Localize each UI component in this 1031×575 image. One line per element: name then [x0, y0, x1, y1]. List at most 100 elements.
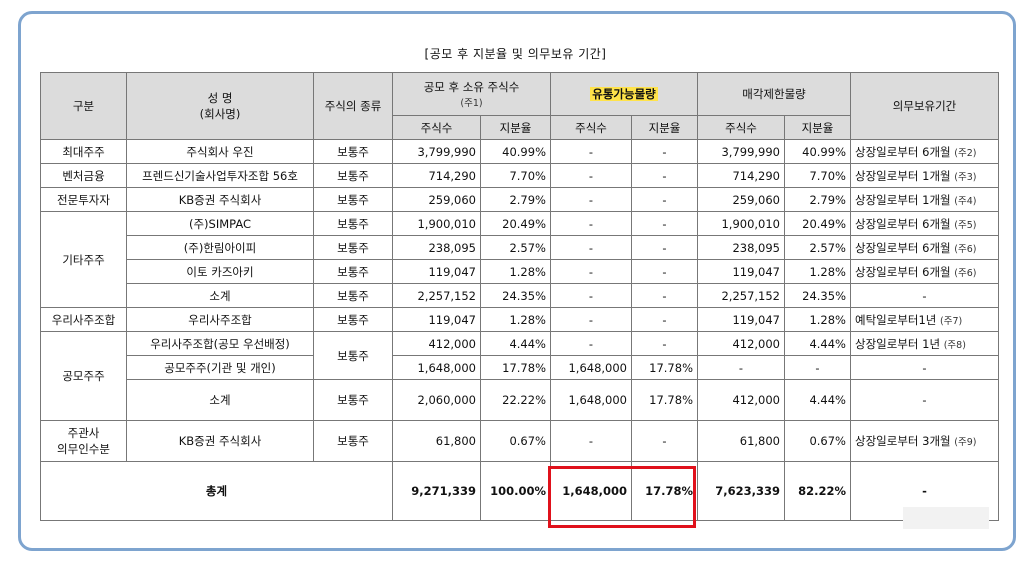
trade-ratio: -: [631, 259, 698, 284]
total-label: 총계: [40, 461, 393, 521]
post-shares: 119,047: [392, 307, 481, 332]
lock-ratio: -: [784, 355, 851, 380]
trade-shares: -: [550, 139, 632, 164]
group-label-line1: 주관사: [67, 426, 100, 440]
lock-shares: 714,290: [697, 163, 785, 188]
holder-name: 소계: [126, 379, 314, 421]
post-shares: 119,047: [392, 259, 481, 284]
header-post-ratio: 지분율: [480, 115, 551, 140]
group-label: 벤처금융: [40, 163, 127, 188]
total-row: 총계 9,271,339 100.00% 1,648,000 17.78% 7,…: [40, 461, 999, 521]
header-name: 성 명 (회사명): [126, 72, 314, 140]
table-row: (주)한림아이피 보통주 238,095 2.57% - - 238,095 2…: [41, 235, 999, 260]
holder-name: KB증권 주식회사: [126, 187, 314, 212]
table-row: 공모주주(기관 및 개인) 1,648,000 17.78% 1,648,000…: [41, 355, 999, 380]
lock-ratio: 2.57%: [784, 235, 851, 260]
table-row: 우리사주조합 우리사주조합 보통주 119,047 1.28% - - 119,…: [40, 307, 999, 332]
lock-shares: 238,095: [697, 235, 785, 260]
lock-ratio: 7.70%: [784, 163, 851, 188]
trade-ratio: -: [631, 163, 698, 188]
post-ratio: 0.67%: [480, 420, 551, 462]
period-text: 상장일로부터 6개월: [855, 144, 951, 159]
total-lock-ratio: 82.22%: [784, 461, 851, 521]
trade-shares: -: [550, 331, 632, 356]
period-text: 상장일로부터 1개월: [855, 168, 951, 183]
table-row: 소계 보통주 2,257,152 24.35% - - 2,257,152 24…: [41, 283, 999, 308]
group-label: 우리사주조합: [40, 307, 127, 332]
lock-shares: 412,000: [697, 379, 785, 421]
stock-type: 보통주: [313, 163, 393, 188]
holder-name: (주)SIMPAC: [126, 211, 314, 236]
table-caption: [공모 후 지분율 및 의무보유 기간]: [424, 47, 607, 61]
post-ratio: 20.49%: [480, 211, 551, 236]
trade-shares: -: [550, 211, 632, 236]
stock-type: 보통주: [313, 235, 393, 260]
post-ratio: 7.70%: [480, 163, 551, 188]
header-post-shares: 주식수: [392, 115, 481, 140]
trade-ratio: -: [631, 331, 698, 356]
holder-name: 소계: [126, 283, 314, 308]
watermark-patch: [903, 507, 989, 529]
stock-type: 보통주: [313, 307, 393, 332]
trade-shares: 1,648,000: [550, 355, 632, 380]
group-label: 기타주주: [40, 211, 127, 308]
post-ratio: 24.35%: [480, 283, 551, 308]
trade-ratio: 17.78%: [631, 355, 698, 380]
period-text: 상장일로부터 1개월: [855, 192, 951, 207]
header-stock-type: 주식의 종류: [313, 72, 393, 140]
post-shares: 1,648,000: [392, 355, 481, 380]
header-trade-ratio: 지분율: [631, 115, 698, 140]
lockup-period: -: [850, 379, 999, 421]
header-tradable-highlight: 유통가능물량: [590, 87, 658, 101]
lock-ratio: 4.44%: [784, 331, 851, 356]
trade-ratio: -: [631, 283, 698, 308]
lockup-period: 상장일로부터 1개월 (주3): [850, 163, 999, 188]
header-post-ipo-note: (주1): [460, 98, 483, 109]
header-post-ipo-label: 공모 후 소유 주식수: [423, 80, 520, 94]
trade-shares: -: [550, 283, 632, 308]
post-ratio: 1.28%: [480, 259, 551, 284]
period-note: (주7): [940, 315, 963, 327]
post-shares: 2,060,000: [392, 379, 481, 421]
stock-type: 보통주: [313, 331, 393, 380]
lockup-period: 상장일로부터 6개월 (주5): [850, 211, 999, 236]
lock-shares: -: [697, 355, 785, 380]
total-trade-ratio: 17.78%: [631, 461, 698, 521]
trade-shares: -: [550, 187, 632, 212]
post-shares: 1,900,010: [392, 211, 481, 236]
trade-shares: 1,648,000: [550, 379, 632, 421]
period-note: (주8): [943, 339, 966, 351]
lockup-period: 상장일로부터 3개월 (주9): [850, 420, 999, 462]
lockup-period: 예탁일로부터1년 (주7): [850, 307, 999, 332]
group-label: 전문투자자: [40, 187, 127, 212]
period-note: (주6): [954, 243, 977, 255]
period-note: (주6): [954, 267, 977, 279]
lockup-period: 상장일로부터 6개월 (주6): [850, 259, 999, 284]
group-label: 최대주주: [40, 139, 127, 164]
trade-shares: -: [550, 163, 632, 188]
header-name-line1: 성 명: [207, 91, 233, 105]
total-trade-shares: 1,648,000: [550, 461, 632, 521]
holder-name: KB증권 주식회사: [126, 420, 314, 462]
post-ratio: 40.99%: [480, 139, 551, 164]
table-row: 벤처금융 프렌드신기술사업투자조합 56호 보통주 714,290 7.70% …: [40, 163, 999, 188]
table-row: 최대주주 주식회사 우진 보통주 3,799,990 40.99% - - 3,…: [40, 139, 999, 164]
lock-shares: 3,799,990: [697, 139, 785, 164]
period-text: 상장일로부터 3개월: [855, 434, 951, 448]
lock-shares: 412,000: [697, 331, 785, 356]
post-shares: 3,799,990: [392, 139, 481, 164]
period-note: (주2): [954, 147, 977, 159]
header-post-ipo: 공모 후 소유 주식수 (주1): [392, 72, 551, 116]
trade-shares: -: [550, 420, 632, 462]
table-row: 주관사 의무인수분 KB증권 주식회사 보통주 61,800 0.67% - -…: [40, 420, 999, 462]
lock-ratio: 40.99%: [784, 139, 851, 164]
period-note: (주3): [954, 171, 977, 183]
header-lock-ratio: 지분율: [784, 115, 851, 140]
lock-ratio: 4.44%: [784, 379, 851, 421]
post-shares: 2,257,152: [392, 283, 481, 308]
post-ratio: 2.79%: [480, 187, 551, 212]
lock-ratio: 1.28%: [784, 307, 851, 332]
total-lock-shares: 7,623,339: [697, 461, 785, 521]
trade-ratio: -: [631, 235, 698, 260]
trade-shares: -: [550, 307, 632, 332]
